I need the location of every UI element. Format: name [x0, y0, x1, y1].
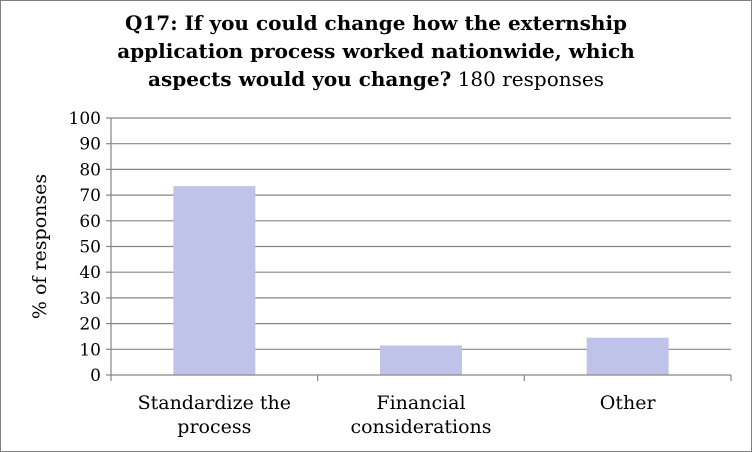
y-tick-label: 70	[79, 186, 101, 206]
title-response-count: 180 responses	[457, 67, 604, 91]
y-axis-label: % of responses	[29, 174, 51, 319]
title-line-1: Q17: If you could change how the externs…	[124, 11, 628, 35]
title-line-3: aspects would you change?	[148, 67, 452, 91]
bar	[380, 345, 462, 375]
y-tick-label: 40	[79, 263, 101, 283]
bar	[586, 337, 669, 375]
chart-title: Q17: If you could change how the externs…	[1, 9, 751, 93]
x-tick-label-line: Financial	[376, 392, 465, 414]
x-tick-label: Financial considerations	[350, 392, 491, 438]
y-tick-label: 100	[69, 109, 101, 129]
x-tick-label-line: Other	[600, 392, 657, 414]
y-tick-label: 10	[79, 340, 101, 360]
y-tick-label: 0	[90, 366, 101, 386]
bar	[173, 186, 256, 375]
x-tick-label-line: considerations	[350, 416, 491, 438]
x-tick-label-line: Standardize the	[138, 392, 291, 414]
y-tick-label: 60	[79, 212, 101, 232]
x-tick-label: Other	[600, 392, 657, 414]
x-tick-label-line: process	[177, 416, 251, 438]
y-tick-label: 30	[79, 289, 101, 309]
y-tick-label: 80	[79, 160, 101, 180]
title-line-2: application process worked nationwide, w…	[117, 39, 635, 63]
y-tick-label: 20	[79, 315, 101, 335]
y-tick-label: 90	[79, 135, 101, 155]
y-tick-label: 50	[79, 238, 101, 258]
x-tick-label: Standardize the process	[138, 392, 291, 438]
